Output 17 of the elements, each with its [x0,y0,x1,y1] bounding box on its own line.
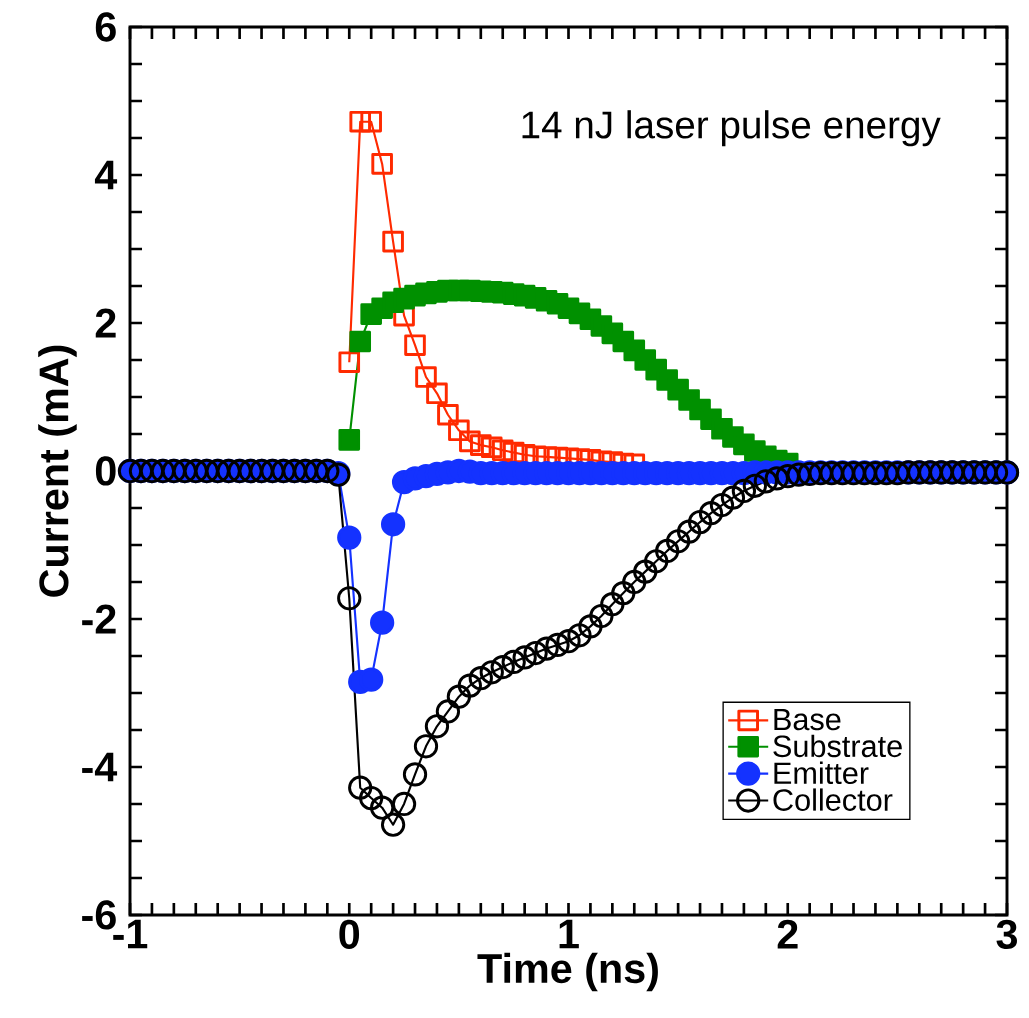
y-tick-label: 2 [95,308,116,338]
x-axis-title: Time (ns) [477,952,658,992]
x-tick-label: 3 [996,919,1017,950]
annotation: 14 nJ laser pulse energy [522,110,941,147]
x-tick-label: 0 [339,919,360,949]
x-tick-label: 1 [559,919,579,949]
y-tick-label: 6 [95,12,116,42]
legend-label: Emitter [774,761,869,785]
legend-label: Substrate [773,734,902,758]
legend-label: Collector [773,788,893,811]
x-tick-label: 2 [777,919,798,949]
y-tick-label: -2 [82,604,116,634]
y-axis-title: Current (mA) [38,345,77,597]
legend-label: Base [774,708,841,731]
y-tick-label: 0 [95,456,116,486]
y-tick-label: 4 [94,160,118,190]
y-tick-label: -4 [82,752,118,782]
